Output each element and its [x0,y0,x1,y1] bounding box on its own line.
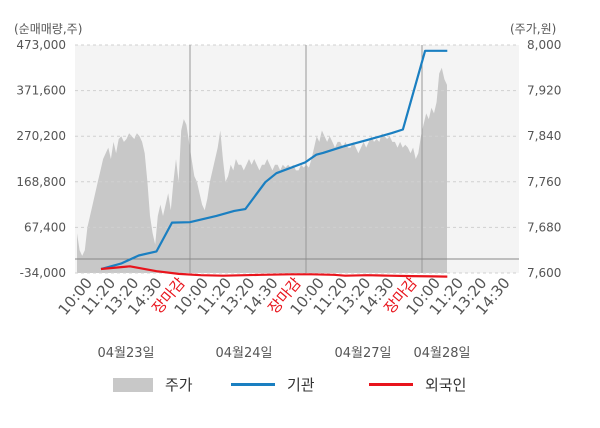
left-tick-label: -34,000 [20,266,66,280]
legend-swatch-price [113,377,153,392]
grid-lines [75,44,519,274]
date-label: 04월23일 [97,346,154,361]
legend-label-institution: 기관 [287,376,315,394]
legend-swatch-institution [231,383,275,386]
right-tick-label: 7,840 [527,129,561,143]
x-axis-ticks: 10:0011:2013:2014:30장마감10:0011:2013:2014… [54,274,513,319]
right-axis-label: (주가,원) [510,22,556,36]
date-label: 04월27일 [334,346,391,361]
right-tick-label: 7,920 [527,84,561,98]
series-lines [100,49,448,278]
right-tick-label: 7,760 [527,175,561,189]
price-area-layer [77,67,447,273]
left-tick-label: 67,400 [24,220,66,234]
institution-line [100,49,448,271]
left-tick-label: 270,200 [16,129,66,143]
legend-label-foreign: 외국인 [425,376,467,394]
date-label: 04월28일 [413,346,470,361]
right-tick-label: 7,680 [527,220,561,234]
right-tick-label: 7,600 [527,266,561,280]
left-tick-label: 371,600 [16,84,66,98]
legend: 주가 기관 외국인 [0,374,600,398]
left-tick-label: 473,000 [16,38,66,52]
legend-item-institution: 기관 [231,374,315,395]
legend-item-foreign: 외국인 [369,374,466,395]
right-tick-label: 8,000 [527,38,561,52]
axis-ticks: 473,000 371,600 270,200 168,800 67,400 -34,00… [16,38,561,280]
left-tick-label: 168,800 [16,175,66,189]
date-label: 04월24일 [215,346,272,361]
price-area [77,67,447,273]
legend-label-price: 주가 [165,376,193,394]
foreign-line [100,265,448,278]
left-axis-label: (순매매량,주) [14,22,82,36]
date-labels: 04월23일 04월24일 04월27일 04월28일 [97,346,470,361]
legend-item-price: 주가 [113,374,193,395]
legend-swatch-foreign [369,383,413,386]
